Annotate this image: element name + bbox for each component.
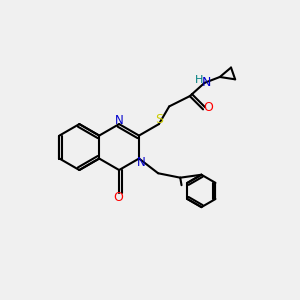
Text: N: N — [136, 157, 145, 169]
Text: O: O — [113, 191, 123, 204]
Text: N: N — [201, 76, 211, 89]
Text: O: O — [203, 101, 213, 114]
Text: N: N — [115, 114, 124, 127]
Text: H: H — [194, 75, 203, 85]
Text: S: S — [155, 113, 163, 127]
